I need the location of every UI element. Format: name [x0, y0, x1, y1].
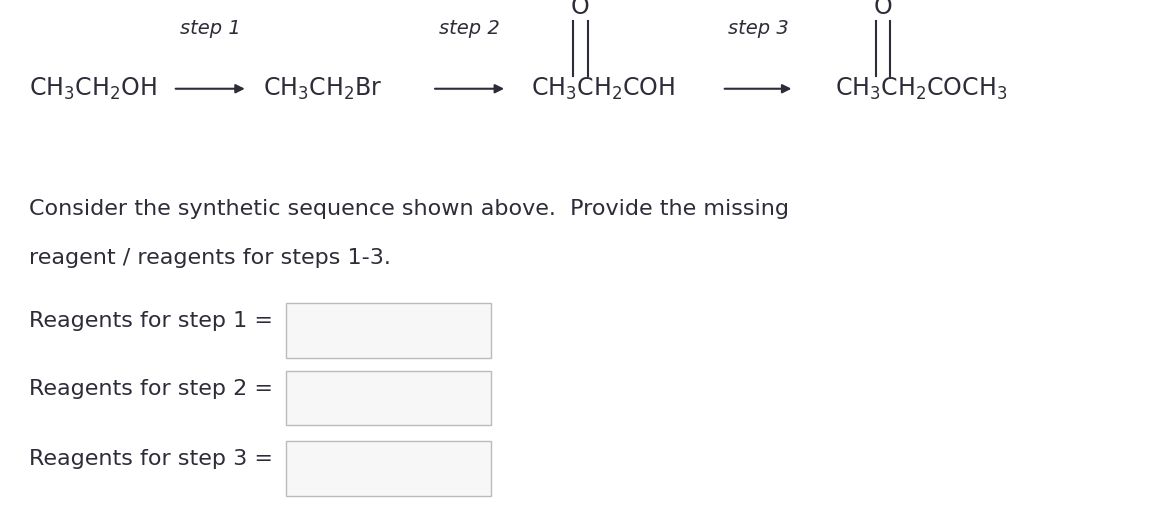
Text: CH$_3$CH$_2$Br: CH$_3$CH$_2$Br	[263, 76, 382, 102]
Text: Reagents for step 1 =: Reagents for step 1 =	[29, 311, 273, 331]
Text: reagent / reagents for steps 1-3.: reagent / reagents for steps 1-3.	[29, 248, 391, 268]
Text: O: O	[874, 0, 892, 19]
Text: Consider the synthetic sequence shown above.  Provide the missing: Consider the synthetic sequence shown ab…	[29, 199, 790, 219]
Text: CH$_3$CH$_2$COH: CH$_3$CH$_2$COH	[531, 76, 675, 102]
Bar	[286, 303, 491, 358]
Text: Reagents for step 2 =: Reagents for step 2 =	[29, 379, 273, 399]
Text: CH$_3$CH$_2$OH: CH$_3$CH$_2$OH	[29, 76, 157, 102]
Text: step 3: step 3	[728, 19, 788, 38]
Text: step 1: step 1	[180, 19, 241, 38]
Text: Reagents for step 3 =: Reagents for step 3 =	[29, 449, 273, 469]
Text: O: O	[571, 0, 590, 19]
Text: CH$_3$CH$_2$COCH$_3$: CH$_3$CH$_2$COCH$_3$	[835, 76, 1007, 102]
Bar	[286, 371, 491, 425]
Bar	[286, 441, 491, 496]
Text: step 2: step 2	[439, 19, 500, 38]
